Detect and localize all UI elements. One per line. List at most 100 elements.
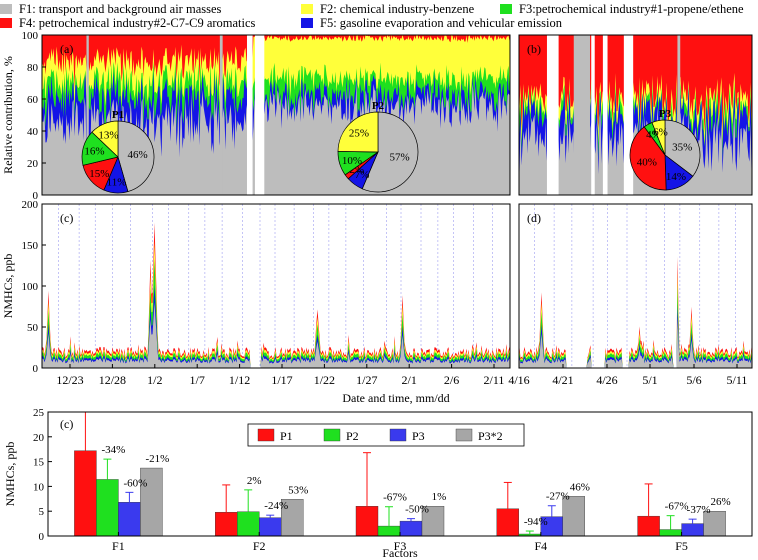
bar-f1-p3 [118, 502, 141, 537]
panel-c-f3-area [42, 259, 510, 368]
panel-a-gap-1 [254, 35, 265, 195]
panel-d: 4/16 4/21 4/26 5/1 5/6 5/11 (d) [508, 203, 753, 387]
legend-swatch-f2 [301, 4, 313, 14]
pie-p3-slice-f1 [664, 119, 701, 177]
panel-c-xtick-label-0: 12/23 [56, 373, 83, 387]
panel-a-ytick-label-3: 60 [27, 94, 39, 106]
bar-legend-label-0: P1 [280, 429, 293, 443]
pie-p2-slice-label-f1: 57% [390, 151, 410, 163]
bar-category-label-f3: F3 [394, 539, 407, 553]
panel-a-ylabel: Relative contribution, % [1, 56, 15, 174]
pie-p1: 46% 11%15% 16% 13% P1 [81, 109, 155, 194]
bar-ytick-label-3: 15 [33, 457, 45, 469]
panel-b-frame [518, 34, 753, 196]
panel-a-frame [41, 34, 511, 196]
panel-c-f2-area [42, 241, 510, 368]
panel-c-ytick-label-3: 150 [22, 240, 39, 252]
legend-swatch-f3 [500, 4, 512, 14]
pie-p1-slice-label-f5: 11% [107, 176, 127, 188]
bar-ytick-label-0: 0 [39, 531, 45, 543]
panel-a-gap-3 [86, 35, 89, 195]
pie-p1-slice-label-f2: 13% [98, 130, 118, 142]
pie-p1-slice-f2 [91, 120, 119, 158]
bar-legend-label-1: P2 [346, 429, 359, 443]
bar-category-label-f4: F4 [534, 539, 547, 553]
panel-a-gap-0 [246, 35, 253, 195]
bar-legend: P1 P2 P3 P3*2 [247, 423, 525, 447]
bar-annotation-7: -50% [405, 504, 429, 516]
panel-d-xtick-label-2: 4/26 [596, 373, 617, 387]
panel-c-ylabel: NMHCs, ppb [1, 254, 15, 319]
bar-legend-label-3: P3*2 [478, 429, 503, 443]
panel-a-yticks: 0 20 40 60 80 100 [22, 30, 46, 202]
panel-c-label: (c) [60, 211, 73, 225]
bar-legend-swatch-0 [257, 428, 275, 442]
pie-p3-slice-f4 [629, 126, 667, 191]
bar-category-label-f5: F5 [675, 539, 688, 553]
legend-label-f1: F1: transport and background air masses [19, 2, 222, 16]
bar-f1-p2 [96, 479, 119, 537]
bar-f5-p2 [659, 529, 682, 537]
bar-f2-p3 [259, 517, 282, 537]
panel-d-frame [518, 203, 753, 369]
panel-d-xtick-label-1: 4/21 [552, 373, 573, 387]
bar-f3-p2 [377, 525, 401, 537]
panel-c-ytick-label-4: 200 [22, 199, 39, 211]
panel-c-xtick-label-4: 1/12 [229, 373, 250, 387]
panel-a-gap-2 [219, 35, 223, 195]
pie-p2: 57%7%2%10%25%P2 [337, 100, 419, 193]
panel-b: (b) 35%14%40%4%6%P3 [518, 34, 753, 196]
panel-c-ytick-label-1: 50 [27, 322, 39, 334]
panel-c-xtick-label-8: 2/1 [402, 373, 417, 387]
pie-p2-slice-f1 [361, 111, 419, 193]
bar-legend-label-2: P3 [412, 429, 425, 443]
panel-b-label: (b) [527, 42, 541, 56]
panel-d-xtick-label-5: 5/11 [727, 373, 748, 387]
bar-annotation-12: -67% [665, 501, 689, 513]
panel-b-gap-3 [591, 35, 595, 195]
bar-legend-box [247, 423, 525, 447]
panel-b-gap-1 [573, 35, 591, 195]
legend-swatch-f1 [0, 4, 12, 14]
panel-c-xtick-label-1: 12/28 [99, 373, 126, 387]
panel-c-yticks: 0 50 100 150 200 [22, 199, 46, 375]
bar-f4-p1 [496, 508, 519, 537]
legend-swatch-f5 [301, 18, 313, 28]
pie-p2-title: P2 [372, 100, 385, 112]
panel-a: 0 20 40 60 80 100 (a) Relative contribution, … [1, 30, 511, 202]
bar-category-label-f1: F1 [112, 539, 125, 553]
bar-annotation-1: -60% [123, 477, 147, 489]
legend-label-f5: F5: gasoline evaporation and vehicular e… [320, 16, 563, 30]
panel-c-xtick-label-9: 2/6 [444, 373, 459, 387]
bar-series: F1 F2 F3 F4 F5-34%-60%-21%2%-24%53%-67%-50%1… [74, 411, 731, 553]
bar-annotation-0: -34% [101, 444, 125, 456]
panel-e: 0 5 10 15 20 25 F1 F2 F3 F4 F5 -34% -60% -21% 2% -24%5… [3, 407, 753, 560]
panel-b-gap-2 [602, 35, 608, 195]
pie-p3-title: P3 [659, 108, 672, 120]
panel-b-gap-0 [546, 35, 559, 195]
panel-b-gap-4 [623, 35, 634, 195]
bar-category-label-f2: F2 [253, 539, 266, 553]
legend-label-f4: F4: petrochemical industry#2-C7-C9 aroma… [19, 16, 256, 30]
panel-c-xticks: 12/23 12/28 1/2 1/7 1/12 1/17 1/22 1/27 2/1 2/6 2/… [56, 364, 504, 387]
panel-a-ytick-label-0: 0 [33, 190, 39, 202]
panel-c-xtick-label-6: 1/22 [314, 373, 335, 387]
panel-c-xtick-label-3: 1/7 [190, 373, 205, 387]
pie-p1-slice-f1 [117, 120, 155, 193]
bar-annotation-11: 46% [570, 481, 590, 493]
panel-d-f1-area [519, 318, 752, 368]
pie-p2-slice-label-f5: 7% [355, 169, 370, 181]
pie-p1-slice-label-f3: 16% [84, 146, 104, 158]
panel-d-xtick-label-0: 4/16 [508, 373, 529, 387]
bar-annotation-4: -24% [264, 500, 288, 512]
bar-annotation-14: 26% [711, 496, 731, 508]
panel-a-ytick-label-5: 100 [22, 30, 39, 42]
panel-c-f1-area [42, 302, 510, 368]
panel-c: 0 50 100 150 200 12/23 12/28 1/2 1/7 1/12 1/17 1/2… [1, 199, 511, 387]
bar-legend-swatch-3 [455, 428, 473, 442]
panel-c-xtick-label-10: 2/11 [484, 373, 505, 387]
bar-f5-p3 [681, 523, 704, 537]
bar-f3-p1 [355, 506, 379, 537]
pie-p3: 35%14%40%4%6%P3 [629, 108, 701, 191]
